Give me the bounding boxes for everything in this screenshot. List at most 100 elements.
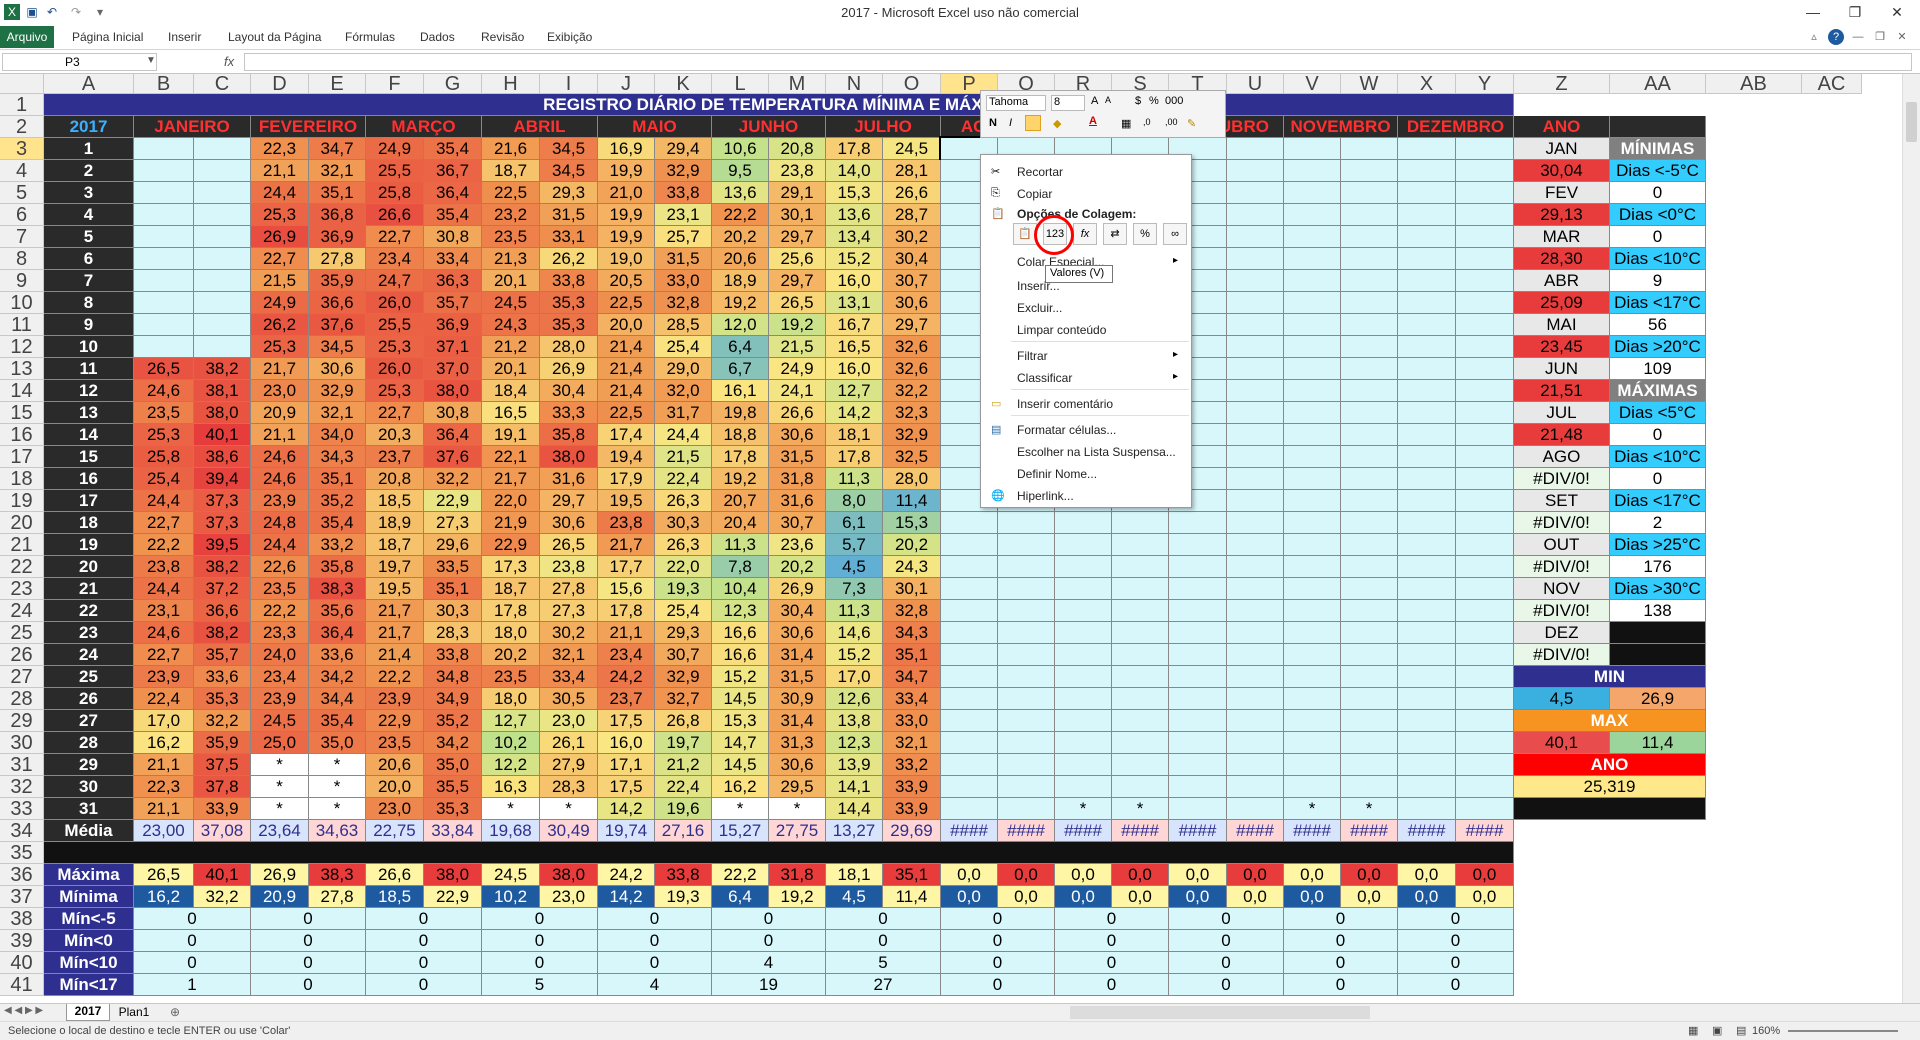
temperature-cell[interactable]: 29,6 xyxy=(424,534,482,556)
temperature-cell[interactable]: 19,9 xyxy=(598,204,655,226)
temperature-cell[interactable]: 23,7 xyxy=(598,688,655,710)
temperature-cell[interactable]: 28,1 xyxy=(883,160,941,182)
row-header-17[interactable]: 17 xyxy=(0,446,44,468)
temperature-cell[interactable]: 24,4 xyxy=(251,534,309,556)
temperature-cell[interactable]: 22,9 xyxy=(482,534,540,556)
temperature-cell[interactable]: 22,4 xyxy=(655,776,712,798)
temperature-cell[interactable]: 33,8 xyxy=(540,270,598,292)
temperature-cell[interactable]: 35,2 xyxy=(424,710,482,732)
temperature-cell[interactable]: 25,0 xyxy=(251,732,309,754)
temperature-cell[interactable]: 20,6 xyxy=(366,754,424,776)
temperature-cell[interactable]: 30,6 xyxy=(769,622,826,644)
row-header-6[interactable]: 6 xyxy=(0,204,44,226)
temperature-cell[interactable] xyxy=(1227,292,1284,314)
temperature-cell[interactable] xyxy=(1456,204,1514,226)
temperature-cell[interactable] xyxy=(1284,490,1341,512)
temperature-cell[interactable]: 22,5 xyxy=(598,292,655,314)
temperature-cell[interactable] xyxy=(1341,358,1398,380)
temperature-cell[interactable] xyxy=(1398,534,1456,556)
temperature-cell[interactable]: 19,2 xyxy=(769,314,826,336)
temperature-cell[interactable] xyxy=(194,270,251,292)
temperature-cell[interactable]: 36,8 xyxy=(309,204,366,226)
temperature-cell[interactable]: 21,1 xyxy=(134,754,194,776)
select-all-corner[interactable] xyxy=(0,74,44,94)
temperature-cell[interactable]: 5,7 xyxy=(826,534,883,556)
row-header-18[interactable]: 18 xyxy=(0,468,44,490)
temperature-cell[interactable]: 22,2 xyxy=(366,666,424,688)
temperature-cell[interactable]: 36,9 xyxy=(424,314,482,336)
temperature-cell[interactable]: 24,1 xyxy=(769,380,826,402)
temperature-cell[interactable]: 12,7 xyxy=(482,710,540,732)
temperature-cell[interactable]: * xyxy=(1055,798,1112,820)
temperature-cell[interactable]: 20,1 xyxy=(482,358,540,380)
temperature-cell[interactable] xyxy=(1456,622,1514,644)
temperature-cell[interactable]: 20,1 xyxy=(482,270,540,292)
temperature-cell[interactable]: 34,3 xyxy=(309,446,366,468)
temperature-cell[interactable]: 36,4 xyxy=(424,424,482,446)
temperature-cell[interactable] xyxy=(1284,644,1341,666)
temperature-cell[interactable]: 17,3 xyxy=(482,556,540,578)
temperature-cell[interactable]: 36,6 xyxy=(194,600,251,622)
temperature-cell[interactable]: 30,6 xyxy=(309,358,366,380)
normal-view-icon[interactable]: ▦ xyxy=(1688,1025,1699,1037)
temperature-cell[interactable]: 24,9 xyxy=(251,292,309,314)
temperature-cell[interactable]: 24,6 xyxy=(251,468,309,490)
temperature-cell[interactable]: 18,0 xyxy=(482,622,540,644)
temperature-cell[interactable]: 16,0 xyxy=(598,732,655,754)
thousands-format-icon[interactable]: 000 xyxy=(1165,95,1184,107)
temperature-cell[interactable] xyxy=(1227,776,1284,798)
temperature-cell[interactable] xyxy=(194,336,251,358)
temperature-cell[interactable]: 18,4 xyxy=(482,380,540,402)
temperature-cell[interactable] xyxy=(1341,248,1398,270)
temperature-cell[interactable] xyxy=(1169,512,1227,534)
temperature-cell[interactable]: 11,4 xyxy=(883,490,941,512)
temperature-cell[interactable]: 19,6 xyxy=(655,798,712,820)
temperature-cell[interactable]: 23,8 xyxy=(769,160,826,182)
temperature-cell[interactable]: 32,9 xyxy=(655,160,712,182)
temperature-cell[interactable] xyxy=(1169,688,1227,710)
temperature-cell[interactable] xyxy=(1055,512,1112,534)
temperature-cell[interactable]: 35,4 xyxy=(424,138,482,160)
temperature-cell[interactable]: 15,3 xyxy=(826,182,883,204)
paste-formatting-button[interactable]: % xyxy=(1133,223,1157,245)
temperature-cell[interactable] xyxy=(1398,600,1456,622)
temperature-cell[interactable]: 34,3 xyxy=(883,622,941,644)
temperature-cell[interactable]: 31,4 xyxy=(769,644,826,666)
temperature-cell[interactable]: 21,2 xyxy=(482,336,540,358)
temperature-cell[interactable]: 35,4 xyxy=(424,204,482,226)
increase-decimal-icon[interactable]: ,0 xyxy=(1143,117,1151,127)
temperature-cell[interactable] xyxy=(1398,556,1456,578)
temperature-cell[interactable] xyxy=(1227,578,1284,600)
temperature-cell[interactable] xyxy=(1227,666,1284,688)
row-header-37[interactable]: 37 xyxy=(0,886,44,908)
temperature-cell[interactable] xyxy=(1055,600,1112,622)
temperature-cell[interactable]: 22,2 xyxy=(134,534,194,556)
temperature-cell[interactable]: 32,9 xyxy=(883,424,941,446)
temperature-cell[interactable]: 22,4 xyxy=(655,468,712,490)
temperature-cell[interactable]: 25,5 xyxy=(366,314,424,336)
temperature-cell[interactable]: 31,6 xyxy=(540,468,598,490)
temperature-cell[interactable]: 32,1 xyxy=(883,732,941,754)
temperature-cell[interactable]: 11,3 xyxy=(712,534,769,556)
temperature-cell[interactable] xyxy=(134,270,194,292)
temperature-cell[interactable] xyxy=(1227,138,1284,160)
temperature-cell[interactable]: 24,4 xyxy=(251,182,309,204)
temperature-cell[interactable] xyxy=(1456,556,1514,578)
temperature-cell[interactable]: 12,0 xyxy=(712,314,769,336)
temperature-cell[interactable] xyxy=(1227,512,1284,534)
temperature-cell[interactable] xyxy=(1456,710,1514,732)
temperature-cell[interactable]: 21,7 xyxy=(482,468,540,490)
temperature-cell[interactable] xyxy=(1341,776,1398,798)
tab-dados[interactable]: Dados xyxy=(420,30,455,44)
temperature-cell[interactable] xyxy=(194,204,251,226)
temperature-cell[interactable]: 17,8 xyxy=(826,446,883,468)
sheet-tab-plan1[interactable]: Plan1 xyxy=(118,1005,150,1019)
temperature-cell[interactable] xyxy=(1227,270,1284,292)
menu-dropdown-list[interactable]: Escolher na Lista Suspensa... xyxy=(1017,445,1176,459)
row-header-40[interactable]: 40 xyxy=(0,952,44,974)
temperature-cell[interactable] xyxy=(1112,622,1169,644)
temperature-cell[interactable]: 14,7 xyxy=(712,732,769,754)
temperature-cell[interactable] xyxy=(998,798,1055,820)
temperature-cell[interactable] xyxy=(998,512,1055,534)
column-header-b[interactable]: B xyxy=(134,74,194,94)
